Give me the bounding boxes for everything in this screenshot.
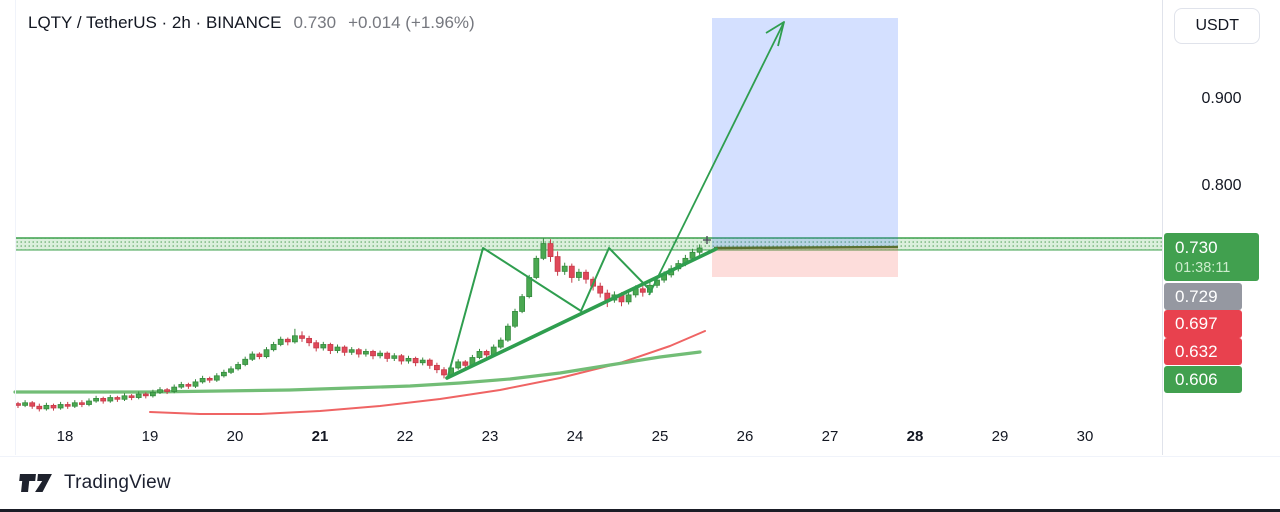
time-axis-tick: 26 [736, 428, 754, 445]
price-change: +0.014 (+1.96%) [348, 13, 475, 32]
time-axis-tick: 19 [141, 428, 159, 445]
price-label-0.632: 0.632 [1164, 338, 1242, 365]
support-trendline[interactable] [445, 247, 718, 380]
time-axis-tick: 23 [481, 428, 499, 445]
projection-box-bullish[interactable] [712, 18, 898, 248]
candlesticks[interactable] [15, 238, 703, 412]
breakout-arrow[interactable] [648, 21, 785, 296]
time-axis-tick: 22 [396, 428, 414, 445]
time-axis-tick: 18 [56, 428, 74, 445]
tradingview-brand[interactable]: TradingView [18, 471, 171, 495]
price-label-0.730: 0.730 01:38:11 [1164, 233, 1259, 281]
price-chart[interactable] [0, 0, 1280, 456]
currency-toggle-button[interactable]: USDT [1174, 8, 1260, 44]
last-price-marker [703, 236, 711, 244]
last-price: 0.730 [293, 13, 337, 32]
brand-text: TradingView [64, 472, 171, 493]
price-label-0.697: 0.697 [1164, 310, 1242, 338]
symbol-header: LQTY / TetherUS · 2h · BINANCE 0.730 +0.… [28, 13, 475, 33]
time-axis-tick: 21 [311, 428, 329, 445]
footer: TradingView [0, 456, 1280, 509]
price-axis-border [1162, 0, 1163, 455]
time-axis-tick: 25 [651, 428, 669, 445]
price-axis-tick: 0.800 [1201, 177, 1242, 194]
resistance-zone[interactable] [15, 237, 1162, 251]
time-axis-tick: 30 [1076, 428, 1094, 445]
ma-fast-line[interactable] [149, 330, 706, 415]
price-label-0.729: 0.729 [1164, 283, 1242, 310]
symbol-title[interactable]: LQTY / TetherUS · 2h · BINANCE [28, 13, 282, 32]
time-axis-tick: 27 [821, 428, 839, 445]
chart-area[interactable]: LQTY / TetherUS · 2h · BINANCE 0.730 +0.… [0, 0, 1280, 456]
zone-divider-line [713, 245, 899, 250]
tradingview-logo-icon [19, 474, 52, 492]
zigzag-pattern[interactable] [447, 247, 651, 377]
time-scale[interactable]: 18 19 20 21 22 23 24 25 26 27 28 29 30 [0, 424, 1162, 455]
price-label-0.606: 0.606 [1164, 366, 1242, 393]
price-scale[interactable]: 0.900 0.800 0.730 01:38:11 0.729 0.697 0.632 0.… [1163, 0, 1280, 455]
time-axis-tick: 28 [906, 428, 924, 445]
ma-slow-line[interactable] [13, 350, 702, 394]
time-axis-tick: 24 [566, 428, 584, 445]
time-axis-tick: 29 [991, 428, 1009, 445]
time-axis-tick: 20 [226, 428, 244, 445]
window-bottom-edge [0, 508, 1280, 512]
projection-box-bearish[interactable] [712, 248, 898, 277]
chart-left-border [15, 0, 16, 455]
price-axis-tick: 0.900 [1201, 90, 1242, 107]
